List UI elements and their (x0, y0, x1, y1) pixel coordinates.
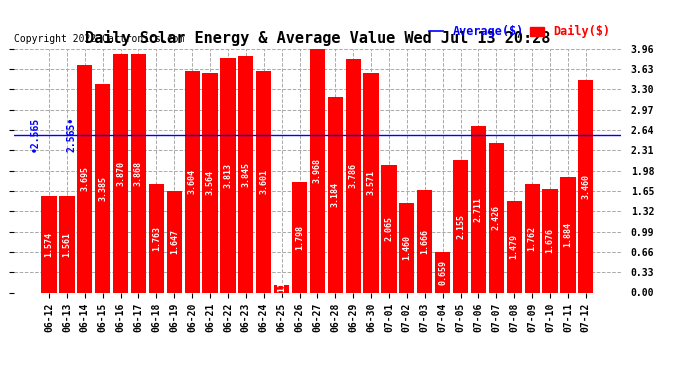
Bar (274, 285, 289, 292)
Text: 1.479: 1.479 (510, 234, 519, 260)
Text: 2.711: 2.711 (474, 196, 483, 222)
Text: 2.426: 2.426 (492, 206, 501, 230)
Bar (542, 189, 558, 292)
Text: 3.968: 3.968 (313, 158, 322, 183)
Text: 3.601: 3.601 (259, 169, 268, 194)
Bar (364, 73, 379, 292)
Bar (131, 54, 146, 292)
Bar (382, 165, 397, 292)
Bar (417, 190, 433, 292)
Bar (453, 160, 468, 292)
Bar (292, 182, 307, 292)
Text: 3.564: 3.564 (206, 170, 215, 195)
Bar (184, 70, 199, 292)
Text: 0.659: 0.659 (438, 260, 447, 285)
Bar (77, 65, 92, 292)
Text: 3.868: 3.868 (134, 161, 143, 186)
Text: 3.870: 3.870 (116, 161, 125, 186)
Text: 1.676: 1.676 (546, 228, 555, 254)
Bar (310, 48, 325, 292)
Text: 3.786: 3.786 (348, 164, 357, 189)
Text: 3.184: 3.184 (331, 182, 339, 207)
Bar (59, 196, 75, 292)
Text: 1.798: 1.798 (295, 225, 304, 250)
Text: 3.695: 3.695 (80, 166, 89, 191)
Text: 3.460: 3.460 (581, 174, 591, 198)
Text: 1.763: 1.763 (152, 226, 161, 251)
Bar (202, 73, 217, 292)
Bar (328, 96, 343, 292)
Bar (346, 60, 361, 292)
Bar (400, 202, 415, 292)
Title: Daily Solar Energy & Average Value Wed Jul 13 20:28: Daily Solar Energy & Average Value Wed J… (85, 30, 550, 46)
Bar (506, 201, 522, 292)
Bar (435, 252, 451, 292)
Bar (489, 143, 504, 292)
Text: 1.762: 1.762 (528, 226, 537, 251)
Text: 2.065: 2.065 (384, 216, 393, 242)
Text: 1.666: 1.666 (420, 229, 429, 254)
Text: 3.604: 3.604 (188, 169, 197, 194)
Text: •2.565: •2.565 (30, 117, 40, 152)
Bar (167, 191, 182, 292)
Text: 3.845: 3.845 (241, 162, 250, 187)
Bar (560, 177, 575, 292)
Bar (149, 184, 164, 292)
Text: 1.884: 1.884 (564, 222, 573, 247)
Text: 3.813: 3.813 (224, 163, 233, 188)
Bar (471, 126, 486, 292)
Bar (578, 80, 593, 292)
Bar (524, 184, 540, 292)
Bar (220, 58, 235, 292)
Bar (41, 196, 57, 292)
Text: Copyright 2022 Cartronics.com: Copyright 2022 Cartronics.com (14, 34, 184, 44)
Text: 3.385: 3.385 (98, 176, 107, 201)
Legend: Average($), Daily($): Average($), Daily($) (424, 21, 615, 43)
Text: 2.155: 2.155 (456, 214, 465, 238)
Text: 1.460: 1.460 (402, 235, 411, 260)
Bar (113, 54, 128, 292)
Bar (256, 71, 271, 292)
Text: 0.114: 0.114 (277, 276, 286, 302)
Bar (95, 84, 110, 292)
Text: 2.565•: 2.565• (67, 117, 77, 152)
Text: 3.571: 3.571 (366, 170, 375, 195)
Text: 1.561: 1.561 (62, 232, 71, 257)
Text: 1.574: 1.574 (44, 231, 54, 256)
Bar (238, 56, 253, 292)
Text: 1.647: 1.647 (170, 229, 179, 254)
